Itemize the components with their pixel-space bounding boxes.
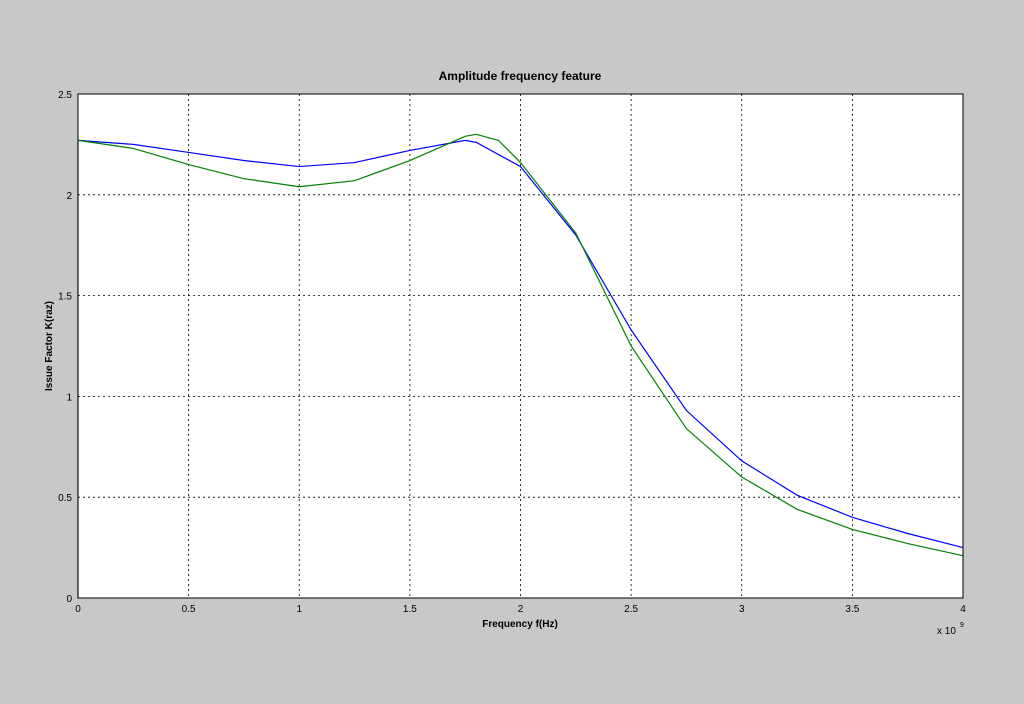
x-tick-label: 2 (518, 604, 524, 615)
x-tick-label: 1.5 (403, 604, 417, 615)
x-tick-label: 0 (75, 604, 81, 615)
y-axis-label: Issue Factor K(raz) (44, 301, 55, 391)
plot-frame (77, 93, 964, 599)
x-tick-label: 4 (960, 604, 966, 615)
data-line (77, 139, 964, 549)
y-tick-label: 1 (66, 392, 72, 403)
x-axis-label: Frequency f(Hz) (482, 619, 558, 630)
x-tick-label: 1 (296, 604, 302, 615)
x-multiplier-exponent: 9 (960, 622, 964, 629)
x-tick-label: 2.5 (624, 604, 638, 615)
x-tick-label: 3 (739, 604, 745, 615)
y-tick-label: 1.5 (58, 292, 72, 303)
y-tick-label: 2 (66, 191, 72, 202)
x-multiplier: x 10 (937, 626, 956, 637)
chart-title: Amplitude frequency feature (439, 69, 602, 83)
x-tick-label: 0.5 (182, 604, 196, 615)
y-tick-label: 2.5 (58, 90, 72, 101)
y-tick-label: 0.5 (58, 493, 72, 504)
data-line (77, 133, 964, 598)
x-tick-label: 3.5 (845, 604, 859, 615)
y-tick-label: 0 (66, 594, 72, 605)
